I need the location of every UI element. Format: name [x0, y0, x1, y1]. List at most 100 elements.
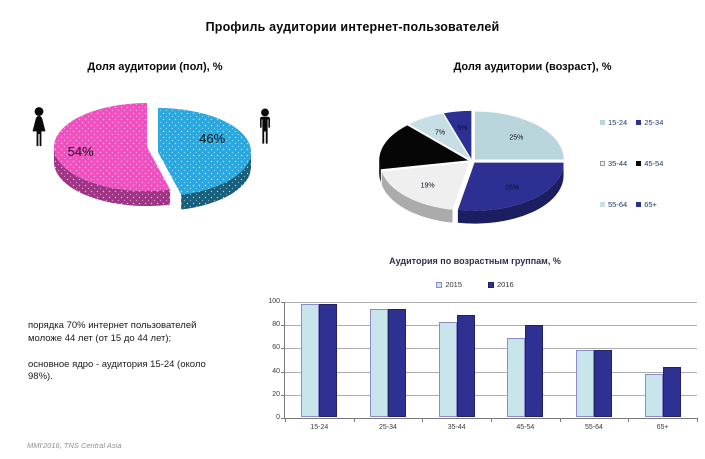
x-tick-mark: [628, 418, 630, 422]
x-tick-mark: [422, 418, 424, 422]
bar-chart-legend: 2015 2016: [255, 280, 695, 289]
pie-slice-side: [457, 162, 564, 224]
legend-label: 45-54: [644, 159, 664, 168]
legend-item: 2016: [488, 280, 514, 289]
gender-pie-chart: 46% 54%: [54, 103, 251, 210]
y-tick-label: 40: [272, 367, 280, 375]
y-tick-mark: [281, 394, 285, 396]
x-tick-mark: [353, 418, 355, 422]
y-tick-label: 100: [268, 298, 280, 305]
bar-2016: [319, 304, 338, 417]
bar-2016: [525, 325, 544, 417]
source-note: MMI'2016, TNS Central Asia: [27, 441, 122, 450]
male-icon: [260, 108, 270, 144]
bar-2015: [370, 309, 388, 417]
x-tick-mark: [697, 418, 698, 422]
pie-data-label: 54%: [68, 144, 94, 159]
x-category-label: 25-34: [379, 424, 397, 431]
bar-2015: [438, 321, 457, 417]
x-category-label: 35-44: [447, 424, 466, 431]
gridline: [285, 394, 697, 396]
bar-2016: [388, 309, 406, 417]
age-pie-legend: 15-24 25-34 35-44 45-54 55-64 65+: [600, 118, 663, 209]
note-line-2: основное ядро - аудитория 15-24 (около 9…: [28, 358, 206, 383]
legend-label: 15-24: [608, 118, 628, 127]
pie-slice-side: [379, 160, 381, 183]
pie-data-label: 25%: [509, 135, 523, 142]
legend-swatch: [636, 202, 642, 207]
y-tick-label: 60: [272, 344, 280, 352]
gridline: [285, 325, 697, 327]
legend-label: 2016: [497, 280, 514, 289]
x-tick-mark: [559, 418, 561, 422]
age-pie-chart: 25% 28% 19% 7% 5%: [379, 110, 564, 224]
y-tick-mark: [281, 325, 285, 327]
pie-slice: [409, 113, 470, 160]
bar-2015: [301, 304, 320, 417]
legend-label: 2015: [445, 280, 462, 289]
legend-swatch: [600, 202, 605, 207]
legend-item: 15-24: [600, 118, 627, 127]
x-category-label: 15-24: [310, 424, 329, 431]
page-title: Профиль аудитории интернет-пользователей: [205, 20, 500, 34]
legend-label: 65+: [644, 200, 657, 209]
legend-item: 65+: [636, 200, 663, 209]
bar-2016: [662, 367, 681, 417]
pie-data-label: 7%: [435, 129, 445, 136]
y-tick-mark: [281, 371, 285, 373]
x-category-label: 55-64: [585, 424, 603, 431]
y-tick-mark: [281, 418, 285, 419]
pie-data-label: 46%: [199, 131, 225, 146]
pie-slice-side-texture: [54, 147, 171, 206]
bar-2015: [576, 349, 594, 417]
legend-item: 2015: [436, 280, 462, 289]
y-axis-line: [284, 302, 285, 419]
pie-slice: [457, 162, 564, 211]
y-tick-mark: [281, 348, 285, 350]
legend-item: 25-34: [636, 118, 663, 127]
female-icon: [32, 107, 46, 147]
gridline: [285, 302, 697, 303]
bar-2015: [507, 338, 526, 417]
legend-swatch: [636, 120, 642, 125]
legend-item: 55-64: [600, 200, 627, 209]
gender-chart-title: Доля аудитории (пол), %: [87, 61, 223, 73]
legend-swatch: [600, 161, 605, 166]
bar-chart-plot: 0 20 40 60 80 100 15-24 25-34 35-44 45-54 55-64 65+: [268, 298, 698, 431]
legend-swatch: [636, 161, 642, 166]
legend-item: 35-44: [600, 159, 627, 168]
legend-label: 35-44: [608, 159, 628, 168]
pie-slice: [474, 111, 564, 160]
pie-data-label: 5%: [457, 125, 467, 132]
pie-slice-texture: [54, 103, 171, 191]
bar-2016: [594, 349, 612, 417]
y-tick-label: 20: [272, 390, 280, 398]
notes: порядка 70% интернет пользователей молож…: [28, 320, 220, 397]
legend-swatch: [436, 281, 443, 288]
bar-2016: [456, 314, 475, 417]
x-tick-mark: [285, 418, 286, 422]
x-tick-mark: [491, 418, 492, 422]
legend-label: 25-34: [644, 118, 664, 127]
gridline: [285, 348, 697, 350]
pie-data-label: 19%: [421, 182, 435, 189]
bar-chart-title: Аудитория по возрастным группам, %: [389, 256, 561, 266]
note-line-1: порядка 70% интернет пользователей молож…: [28, 320, 197, 344]
pie-slice-side-texture: [181, 152, 251, 210]
pie-slice-side: [381, 171, 453, 223]
x-category-label: 65+: [656, 424, 669, 431]
pie-data-label: 28%: [505, 185, 519, 192]
legend-item: 45-54: [636, 159, 663, 168]
x-category-label: 45-54: [516, 424, 535, 431]
legend-swatch: [488, 281, 494, 288]
pie-slice: [381, 162, 470, 210]
legend-label: 55-64: [608, 200, 628, 209]
y-tick-label: 80: [272, 321, 280, 329]
bar-2015: [644, 374, 663, 417]
pie-slice: [379, 125, 469, 170]
age-chart-title: Доля аудитории (возраст), %: [453, 61, 612, 73]
y-tick-mark: [281, 302, 285, 303]
y-tick-label: 0: [276, 414, 280, 421]
legend-swatch: [600, 120, 605, 125]
